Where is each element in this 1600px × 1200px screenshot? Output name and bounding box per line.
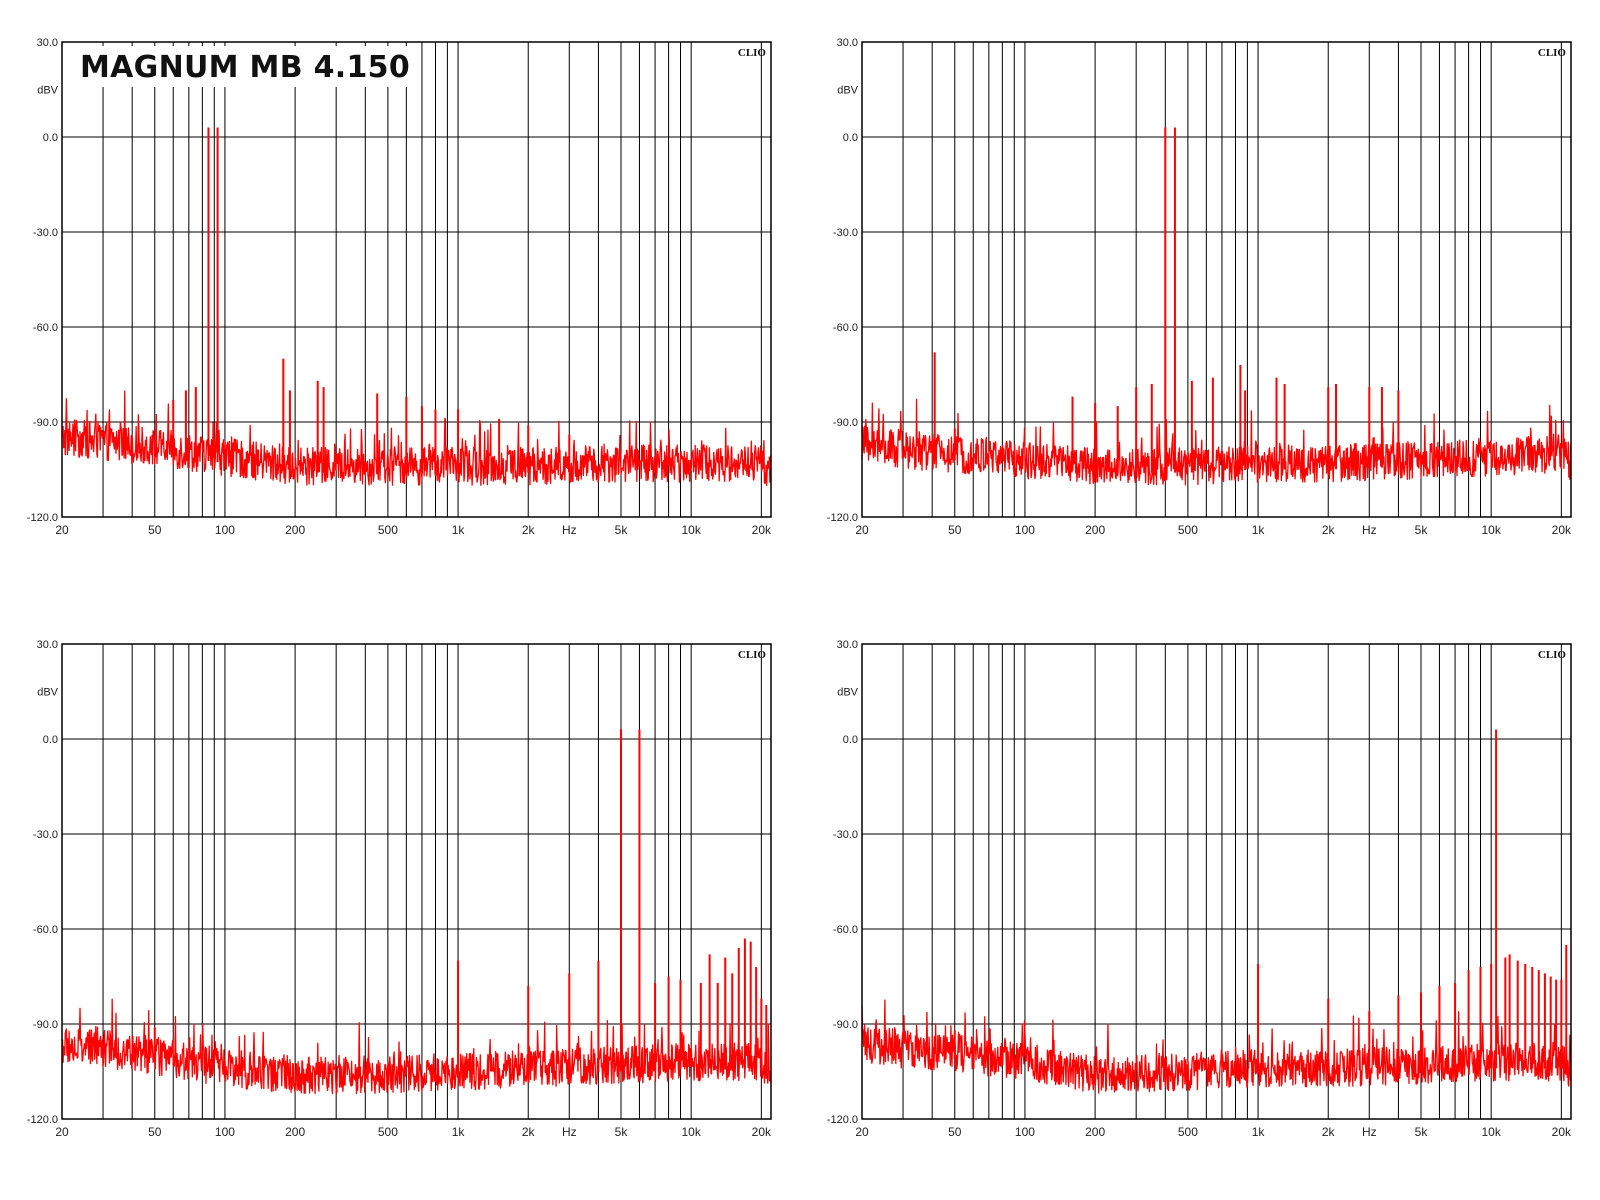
page-title: MAGNUM MB 4.150 bbox=[70, 46, 421, 87]
y-axis-label: dBV bbox=[837, 85, 858, 97]
x-axis-label: Hz bbox=[1362, 1125, 1377, 1139]
spectrum-trace bbox=[61, 998, 772, 1095]
y-axis-label: dBV bbox=[37, 687, 58, 699]
y-tick-label: 30.0 bbox=[837, 37, 858, 49]
x-tick-label: 5k bbox=[1415, 1125, 1429, 1139]
spectrum-trace bbox=[861, 398, 1572, 486]
x-tick-label: 100 bbox=[215, 523, 235, 537]
x-tick-label: 20 bbox=[855, 523, 869, 537]
y-tick-label: -90.0 bbox=[33, 1019, 58, 1031]
chart-panel-2: 30.0 0.0 -30.0 -60.0 -90.0 -120.0 dBV 20 50 100 20… bbox=[827, 37, 1572, 537]
x-tick-label: 1k bbox=[1252, 523, 1266, 537]
y-tick-label: -120.0 bbox=[827, 512, 858, 524]
x-tick-label: 5k bbox=[1415, 523, 1429, 537]
x-tick-label: 1k bbox=[1252, 1125, 1266, 1139]
x-tick-label: 20 bbox=[55, 1125, 69, 1139]
x-tick-label: 10k bbox=[1481, 1125, 1501, 1139]
x-tick-label: 500 bbox=[378, 523, 398, 537]
y-tick-label: -60.0 bbox=[833, 322, 858, 334]
y-tick-label: 0.0 bbox=[43, 734, 58, 746]
x-tick-label: 2k bbox=[522, 523, 536, 537]
x-tick-label: 20k bbox=[1552, 523, 1572, 537]
y-tick-label: 0.0 bbox=[843, 132, 858, 144]
clio-watermark: CLIO bbox=[1538, 649, 1567, 661]
x-tick-label: 100 bbox=[215, 1125, 235, 1139]
y-tick-label: -120.0 bbox=[27, 512, 58, 524]
y-tick-label: -30.0 bbox=[833, 829, 858, 841]
x-tick-label: 10k bbox=[1481, 523, 1501, 537]
x-tick-label: 50 bbox=[148, 1125, 162, 1139]
x-tick-label: 200 bbox=[285, 1125, 305, 1139]
x-tick-label: 20 bbox=[855, 1125, 869, 1139]
x-tick-label: 200 bbox=[1085, 523, 1105, 537]
clio-watermark: CLIO bbox=[738, 649, 767, 661]
x-tick-label: 100 bbox=[1015, 523, 1035, 537]
y-tick-label: -120.0 bbox=[27, 1114, 58, 1126]
y-axis-label: dBV bbox=[837, 687, 858, 699]
x-tick-label: 500 bbox=[1178, 523, 1198, 537]
y-tick-label: -30.0 bbox=[33, 829, 58, 841]
x-tick-label: 5k bbox=[615, 1125, 629, 1139]
x-axis-label: Hz bbox=[562, 523, 577, 537]
y-tick-label: 0.0 bbox=[43, 132, 58, 144]
spectrum-trace bbox=[861, 999, 1572, 1094]
y-axis-label: dBV bbox=[37, 85, 58, 97]
x-axis-label: Hz bbox=[562, 1125, 577, 1139]
x-tick-label: 500 bbox=[378, 1125, 398, 1139]
x-tick-label: 20k bbox=[752, 1125, 772, 1139]
plot-frame bbox=[61, 643, 772, 1120]
x-tick-label: 2k bbox=[1322, 1125, 1336, 1139]
y-tick-label: -60.0 bbox=[33, 322, 58, 334]
clio-watermark: CLIO bbox=[738, 47, 767, 59]
x-tick-label: 10k bbox=[681, 523, 701, 537]
y-tick-label: -120.0 bbox=[827, 1114, 858, 1126]
plot-frame bbox=[861, 643, 1572, 1120]
x-tick-label: 2k bbox=[522, 1125, 536, 1139]
y-tick-label: -30.0 bbox=[833, 227, 858, 239]
y-tick-label: 0.0 bbox=[843, 734, 858, 746]
spectrum-trace bbox=[61, 390, 772, 486]
x-tick-label: 200 bbox=[1085, 1125, 1105, 1139]
x-tick-label: 200 bbox=[285, 523, 305, 537]
y-tick-label: 30.0 bbox=[37, 37, 58, 49]
x-axis-label: Hz bbox=[1362, 523, 1377, 537]
y-tick-label: 30.0 bbox=[837, 639, 858, 651]
y-tick-label: -60.0 bbox=[833, 924, 858, 936]
x-tick-label: 100 bbox=[1015, 1125, 1035, 1139]
clio-watermark: CLIO bbox=[1538, 47, 1567, 59]
x-tick-label: 1k bbox=[452, 1125, 466, 1139]
x-tick-label: 20 bbox=[55, 523, 69, 537]
chart-panel-1: 30.0 0.0 -30.0 -60.0 -90.0 -120.0 dBV 20 50 100 20… bbox=[27, 37, 772, 537]
y-tick-label: -90.0 bbox=[833, 1019, 858, 1031]
y-tick-label: 30.0 bbox=[37, 639, 58, 651]
x-tick-label: 1k bbox=[452, 523, 466, 537]
x-tick-label: 20k bbox=[1552, 1125, 1572, 1139]
x-tick-label: 500 bbox=[1178, 1125, 1198, 1139]
x-tick-label: 50 bbox=[948, 523, 962, 537]
chart-panel-4: 30.0 0.0 -30.0 -60.0 -90.0 -120.0 dBV 20 50 100 20… bbox=[827, 639, 1572, 1139]
y-tick-label: -30.0 bbox=[33, 227, 58, 239]
x-tick-label: 50 bbox=[148, 523, 162, 537]
x-tick-label: 10k bbox=[681, 1125, 701, 1139]
y-tick-label: -90.0 bbox=[33, 417, 58, 429]
x-tick-label: 5k bbox=[615, 523, 629, 537]
plot-frame bbox=[61, 41, 772, 518]
y-tick-label: -90.0 bbox=[833, 417, 858, 429]
plot-frame bbox=[861, 41, 1572, 518]
x-tick-label: 20k bbox=[752, 523, 772, 537]
x-tick-label: 50 bbox=[948, 1125, 962, 1139]
y-tick-label: -60.0 bbox=[33, 924, 58, 936]
chart-panel-3: 30.0 0.0 -30.0 -60.0 -90.0 -120.0 dBV 20 50 100 20… bbox=[27, 639, 772, 1139]
x-tick-label: 2k bbox=[1322, 523, 1336, 537]
